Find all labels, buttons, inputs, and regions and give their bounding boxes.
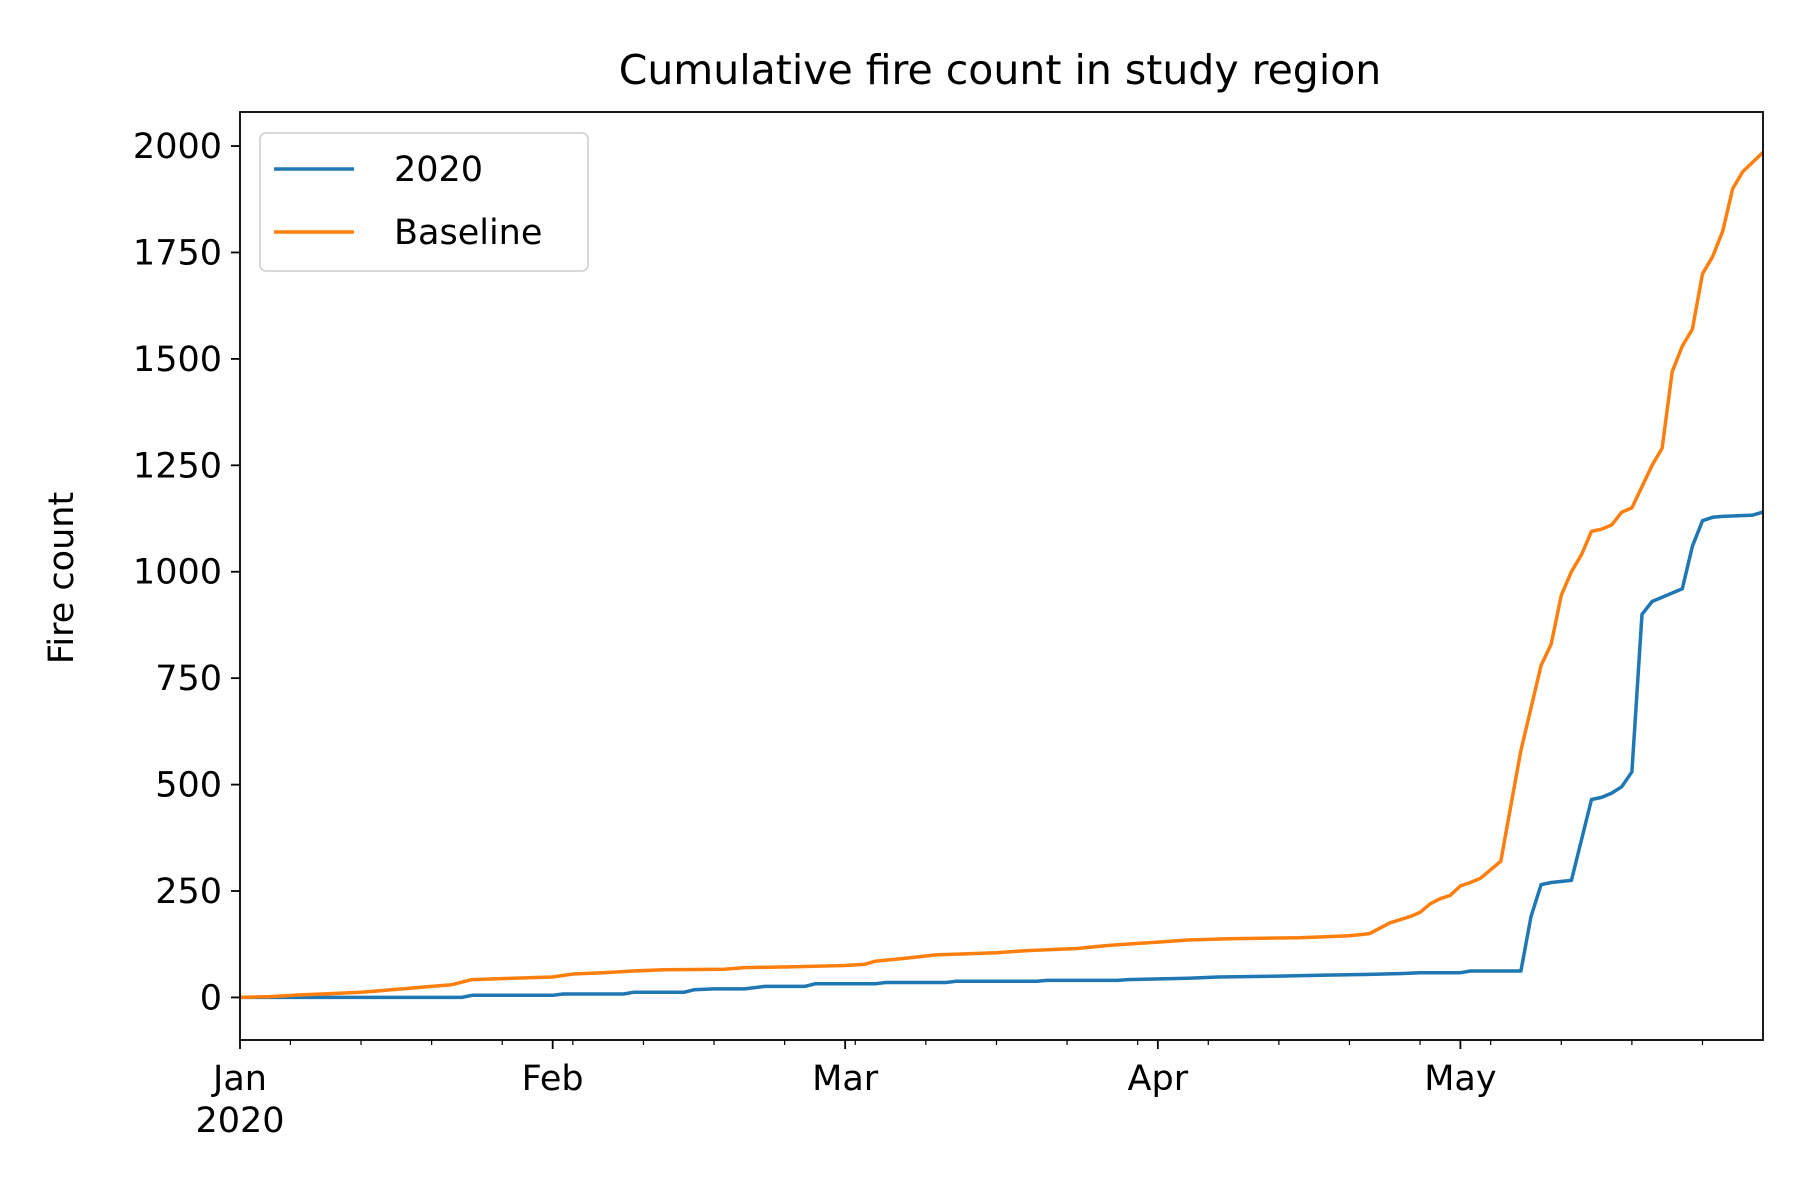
x-tick-sublabel: 2020 bbox=[195, 1101, 284, 1141]
y-tick-label: 1250 bbox=[133, 446, 222, 486]
plot-area: 025050075010001250150017502000Jan2020Feb… bbox=[133, 111, 1765, 1141]
legend-label-2: Baseline bbox=[394, 213, 542, 253]
y-tick-label: 500 bbox=[155, 766, 222, 806]
y-tick-label: 1750 bbox=[133, 233, 222, 273]
y-tick-label: 750 bbox=[155, 659, 222, 699]
series-line-1 bbox=[240, 510, 1764, 1000]
y-axis-label: Fire count bbox=[42, 492, 82, 664]
legend-label-1: 2020 bbox=[394, 150, 483, 190]
x-tick-label: Apr bbox=[1128, 1059, 1189, 1099]
series-line-2 bbox=[239, 151, 1765, 1000]
x-tick-label: Jan bbox=[211, 1059, 267, 1099]
x-tick-label: Mar bbox=[812, 1059, 879, 1099]
x-tick-label: May bbox=[1424, 1059, 1496, 1099]
y-tick-label: 1000 bbox=[133, 553, 222, 593]
y-tick-label: 250 bbox=[155, 872, 222, 912]
x-tick-label: Feb bbox=[522, 1059, 584, 1099]
y-tick-label: 0 bbox=[200, 978, 222, 1018]
plot-frame bbox=[239, 111, 1764, 1041]
y-tick-label: 2000 bbox=[133, 127, 222, 167]
y-tick-label: 1500 bbox=[133, 340, 222, 380]
chart-title: Cumulative fire count in study region bbox=[619, 46, 1382, 94]
